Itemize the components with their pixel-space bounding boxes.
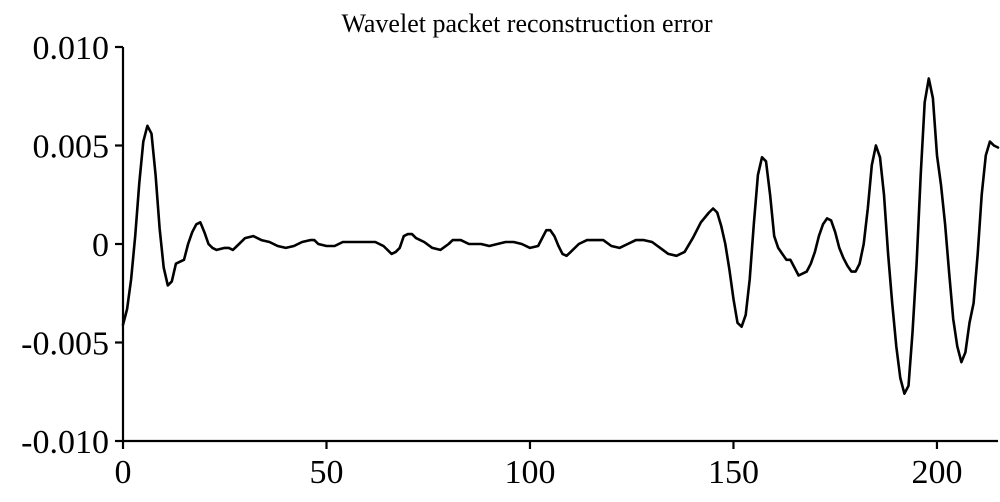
chart-title: Wavelet packet reconstruction error (341, 9, 712, 38)
x-tick-label: 100 (504, 454, 555, 491)
x-tick-label: 50 (309, 454, 343, 491)
y-tick-label: 0 (92, 227, 109, 264)
series-line-0 (121, 77, 1000, 396)
y-tick-label: 0.010 (33, 30, 110, 67)
y-axis-ticks: 0.010 0.005 0 -0.005 -0.010 (21, 30, 123, 461)
y-tick-label: 0.005 (33, 129, 110, 166)
series-group (121, 77, 1000, 396)
x-tick-label: 0 (115, 454, 132, 491)
y-tick-label: -0.010 (21, 424, 109, 461)
x-tick-label: 200 (911, 454, 962, 491)
x-axis-ticks: 0 50 100 150 200 (115, 441, 962, 491)
x-tick-label: 150 (708, 454, 759, 491)
y-tick-label: -0.005 (21, 326, 109, 363)
